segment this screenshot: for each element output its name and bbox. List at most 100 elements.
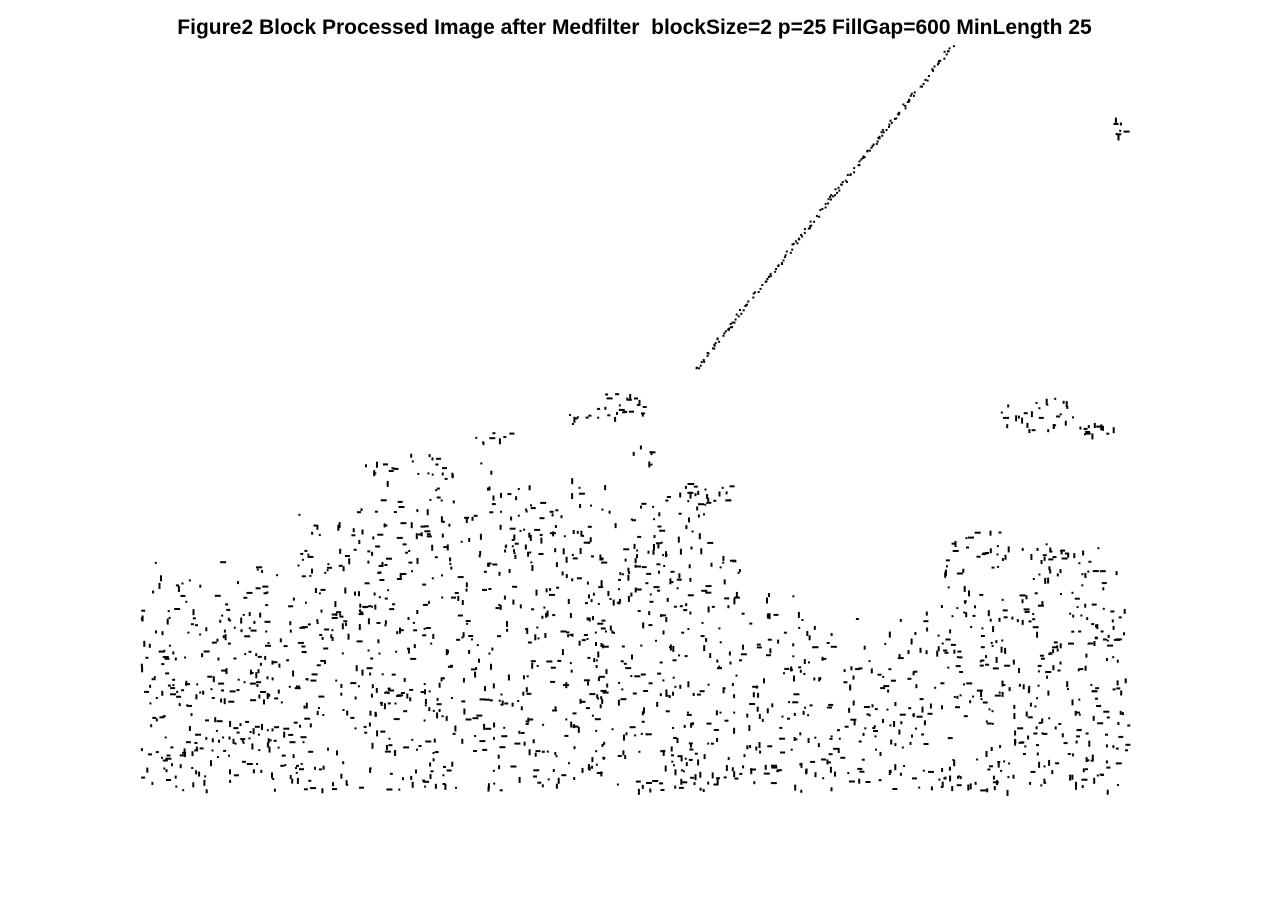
- edge-pixel: [609, 625, 612, 631]
- edge-pixel: [326, 569, 329, 572]
- edge-pixel: [963, 715, 968, 718]
- edge-pixel: [361, 529, 364, 535]
- edge-pixel: [214, 594, 221, 597]
- edge-pixel: [162, 759, 168, 762]
- edge-pixel: [506, 621, 508, 627]
- edge-pixel: [177, 586, 180, 592]
- edge-pixel: [525, 720, 528, 723]
- edge-pixel: [417, 472, 420, 475]
- edge-pixel: [526, 675, 529, 678]
- edge-pixel: [671, 754, 674, 757]
- edge-pixel: [930, 786, 933, 791]
- edge-pixel: [223, 629, 226, 633]
- edge-pixel: [369, 672, 372, 676]
- edge-pixel: [1042, 554, 1047, 557]
- edge-pixel: [387, 589, 390, 592]
- edge-pixel: [974, 781, 977, 785]
- edge-pixel: [346, 710, 349, 716]
- edge-pixel: [1119, 122, 1122, 126]
- edge-pixel: [423, 627, 426, 630]
- edge-pixel: [1090, 683, 1093, 686]
- edge-pixel: [893, 721, 896, 727]
- edge-pixel: [188, 579, 191, 582]
- edge-pixel: [643, 707, 645, 714]
- edge-pixel: [393, 511, 397, 513]
- edge-pixel: [432, 633, 435, 639]
- edge-pixel: [830, 735, 833, 738]
- edge-pixel: [232, 738, 235, 744]
- edge-pixel: [718, 665, 721, 669]
- edge-pixel: [1029, 702, 1032, 707]
- line-pixel: [927, 75, 930, 77]
- edge-pixel: [546, 750, 549, 753]
- edge-pixel: [434, 783, 437, 789]
- edge-pixel: [274, 697, 279, 700]
- edge-pixel: [586, 617, 589, 621]
- edge-pixel: [624, 755, 627, 760]
- edge-pixel: [229, 619, 232, 622]
- edge-pixel: [1058, 723, 1062, 725]
- edge-pixel: [1106, 789, 1109, 795]
- edge-pixel: [539, 533, 543, 536]
- edge-pixel: [629, 394, 632, 400]
- edge-pixel: [691, 722, 694, 726]
- edge-pixel: [256, 568, 259, 571]
- edge-pixel: [793, 712, 796, 716]
- edge-pixel: [181, 582, 184, 585]
- edge-pixel: [908, 707, 912, 710]
- edge-pixel: [1102, 425, 1104, 431]
- line-pixel: [794, 240, 797, 243]
- edge-pixel: [783, 672, 785, 675]
- edge-pixel: [1123, 632, 1125, 636]
- edge-pixel: [387, 687, 391, 690]
- edge-pixel: [1059, 643, 1062, 649]
- edge-pixel: [605, 393, 609, 396]
- edge-pixel: [969, 700, 972, 704]
- edge-pixel: [794, 784, 797, 791]
- edge-pixel: [993, 786, 996, 791]
- edge-pixel: [1047, 577, 1050, 584]
- edge-pixel: [649, 593, 652, 596]
- edge-pixel: [192, 609, 195, 616]
- edge-pixel: [256, 763, 259, 765]
- edge-pixel: [649, 600, 654, 603]
- edge-pixel: [305, 678, 309, 681]
- edge-pixel: [542, 723, 545, 726]
- edge-pixel: [498, 438, 501, 445]
- edge-pixel: [1093, 423, 1096, 428]
- line-pixel: [876, 140, 879, 143]
- edge-pixel: [203, 650, 210, 653]
- edge-pixel: [1036, 752, 1039, 756]
- edge-pixel: [583, 634, 588, 636]
- line-pixel: [718, 340, 721, 343]
- edge-pixel: [1061, 733, 1064, 738]
- edge-pixel: [705, 638, 708, 642]
- line-pixel: [796, 242, 799, 245]
- edge-pixel: [696, 693, 701, 696]
- line-pixel: [759, 287, 762, 290]
- edge-pixel: [308, 750, 314, 753]
- edge-pixel: [838, 737, 841, 740]
- edge-pixel: [450, 566, 453, 570]
- edge-pixel: [735, 674, 738, 677]
- line-pixel: [775, 268, 778, 270]
- edge-pixel: [1051, 770, 1054, 775]
- edge-pixel: [468, 649, 471, 654]
- edge-pixel: [882, 718, 884, 723]
- edge-pixel: [388, 689, 395, 692]
- edge-pixel: [672, 727, 675, 729]
- edge-pixel: [850, 666, 853, 671]
- edge-pixel: [266, 693, 269, 699]
- edge-pixel: [996, 545, 999, 548]
- edge-pixel: [1117, 134, 1120, 141]
- edge-pixel: [1003, 416, 1009, 419]
- edge-pixel: [172, 684, 175, 687]
- edge-pixel: [572, 557, 578, 560]
- edge-pixel: [504, 549, 507, 553]
- edge-pixel: [466, 622, 469, 625]
- edge-pixel: [705, 585, 712, 588]
- edge-pixel: [318, 768, 322, 771]
- edge-pixel: [687, 628, 690, 630]
- edge-pixel: [641, 413, 644, 417]
- edge-pixel: [399, 627, 401, 634]
